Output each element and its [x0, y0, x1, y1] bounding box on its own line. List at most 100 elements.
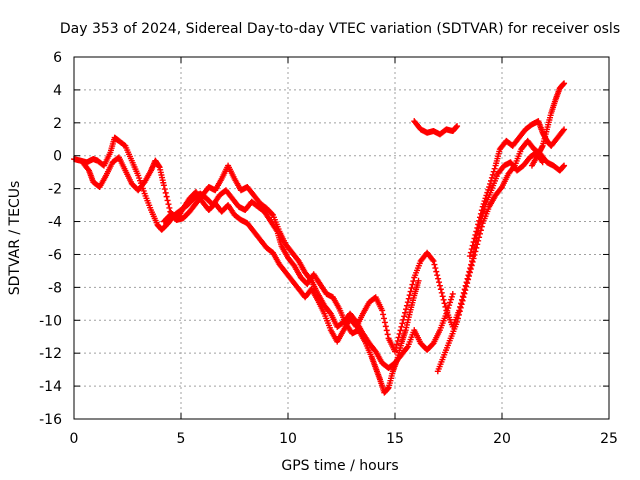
series-2 [160, 149, 546, 355]
data-point [448, 293, 455, 300]
data-point [392, 348, 398, 355]
data-point [463, 283, 470, 290]
data-point [384, 331, 391, 338]
y-tick-label: -2 [48, 182, 62, 198]
data-point [484, 189, 491, 196]
data-point [459, 297, 466, 304]
data-point [457, 304, 464, 311]
data-point [471, 235, 478, 242]
data-point [485, 186, 492, 193]
data-point [437, 286, 444, 293]
data-point [394, 337, 401, 344]
data-point [469, 242, 476, 249]
data-point [269, 211, 276, 218]
data-point [447, 299, 454, 306]
data-point [404, 299, 411, 306]
data-point [476, 230, 483, 237]
data-point [430, 258, 437, 265]
data-point [461, 290, 468, 297]
data-point [401, 313, 408, 320]
plot-frame [73, 56, 610, 420]
data-point [472, 248, 479, 255]
data-point [409, 281, 416, 288]
data-point [469, 258, 476, 265]
data-point [403, 306, 410, 313]
y-tick-label: -4 [48, 215, 62, 231]
data-point [491, 165, 498, 172]
data-point [468, 262, 475, 269]
data-point [476, 214, 483, 221]
data-point [455, 311, 462, 318]
data-point [460, 294, 467, 301]
data-point [467, 249, 474, 256]
data-point [449, 290, 456, 297]
data-point [395, 334, 402, 341]
data-point [429, 256, 436, 263]
data-point [438, 289, 445, 296]
data-point [439, 293, 446, 300]
data-marks [71, 80, 568, 396]
series-3 [434, 137, 568, 375]
data-point [474, 224, 481, 231]
data-point [402, 309, 409, 316]
data-point [446, 302, 453, 309]
data-point [407, 288, 414, 295]
data-point [465, 276, 472, 283]
y-tick-label: -8 [48, 280, 62, 296]
y-tick-label: -16 [39, 412, 62, 428]
data-point [471, 251, 478, 258]
x-tick-label: 0 [70, 431, 79, 447]
data-point [432, 265, 439, 272]
data-point [406, 292, 413, 299]
data-point [403, 302, 410, 309]
grid-lines [74, 57, 609, 419]
data-point [489, 171, 496, 178]
data-point [165, 201, 172, 208]
data-point [561, 162, 568, 169]
data-point [436, 279, 443, 286]
data-point [479, 203, 486, 210]
data-point [433, 268, 440, 275]
data-point [475, 237, 482, 244]
data-point [434, 272, 441, 279]
x-tick-label: 15 [386, 431, 404, 447]
data-point [447, 296, 454, 303]
data-point [468, 246, 475, 253]
data-point [475, 221, 482, 228]
data-point [480, 200, 487, 207]
data-point [486, 183, 493, 190]
data-point [382, 323, 389, 330]
y-tick-label: -6 [48, 247, 62, 263]
data-point [490, 168, 497, 175]
data-point [466, 253, 473, 260]
data-point [164, 197, 171, 204]
data-point [458, 301, 465, 308]
y-tick-label: -14 [39, 379, 62, 395]
data-point [162, 189, 169, 196]
data-point [381, 319, 388, 326]
y-tick-label: -10 [39, 313, 62, 329]
data-point [161, 186, 168, 193]
data-point [477, 210, 484, 217]
data-point [474, 241, 481, 248]
x-tick-label: 25 [600, 431, 618, 447]
data-point [454, 318, 461, 325]
data-point [380, 311, 387, 318]
data-point [440, 296, 447, 303]
y-tick-label: 6 [53, 50, 62, 66]
data-point [415, 277, 422, 284]
data-point [405, 295, 412, 302]
data-point [478, 223, 485, 230]
data-point [454, 315, 461, 322]
data-point [408, 285, 415, 292]
x-tick-label: 20 [493, 431, 511, 447]
data-point [454, 123, 461, 130]
data-point [462, 287, 469, 294]
data-point [476, 234, 483, 241]
data-point [442, 303, 449, 310]
x-tick-label: 10 [279, 431, 297, 447]
data-point [399, 320, 406, 327]
data-point [561, 126, 568, 133]
data-point [473, 228, 480, 235]
data-point [392, 345, 399, 352]
